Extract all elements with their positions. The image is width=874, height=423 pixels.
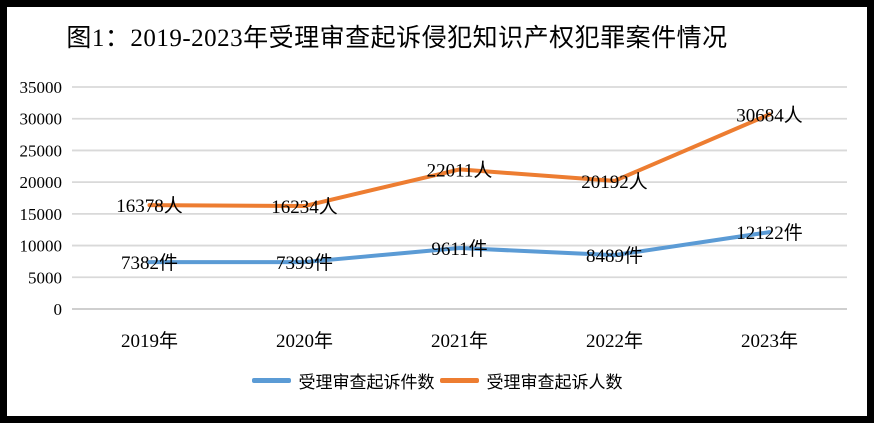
data-label-series-1: 22011人 [427,159,493,181]
legend-item-0: 受理审查起诉件数 [251,368,435,393]
y-axis-tick-label: 20000 [20,173,63,192]
data-label-series-1: 30684人 [736,104,803,126]
series-line-0 [147,230,772,265]
legend-line-swatch [251,378,291,383]
y-axis-tick-label: 25000 [20,141,63,160]
y-axis-tick-label: 30000 [20,110,63,129]
data-label-series-1: 16378人 [116,195,183,217]
y-axis-tick-label: 35000 [20,78,63,97]
x-axis-category-label: 2019年 [121,330,178,352]
y-axis-tick-label: 5000 [28,268,62,287]
x-axis-category-label: 2021年 [431,330,488,352]
data-label-series-0: 7382件 [121,252,178,274]
series-line-1 [147,112,772,209]
data-label-series-1: 16234人 [271,196,338,218]
x-axis-category-label: 2022年 [586,330,643,352]
x-axis-category-label: 2020年 [276,330,333,352]
data-label-series-0: 7399件 [276,252,333,274]
legend-label: 受理审查起诉人数 [486,373,623,392]
data-label-series-1: 20192人 [581,171,648,193]
legend-line-swatch [439,378,479,383]
chart-legend: 受理审查起诉件数 受理审查起诉人数 [0,368,874,393]
legend-label: 受理审查起诉件数 [298,373,435,392]
chart-title: 图1：2019-2023年受理审查起诉侵犯知识产权犯罪案件情况 [66,25,728,52]
y-axis-tick-label: 0 [54,300,63,319]
y-axis-tick-label: 15000 [20,205,63,224]
data-label-series-0: 8489件 [586,245,643,267]
data-label-series-0: 12122件 [736,222,803,244]
legend-item-1: 受理审查起诉人数 [439,368,623,393]
data-label-series-0: 9611件 [431,238,487,260]
y-axis-tick-label: 10000 [20,237,63,256]
x-axis-category-label: 2023年 [741,330,798,352]
